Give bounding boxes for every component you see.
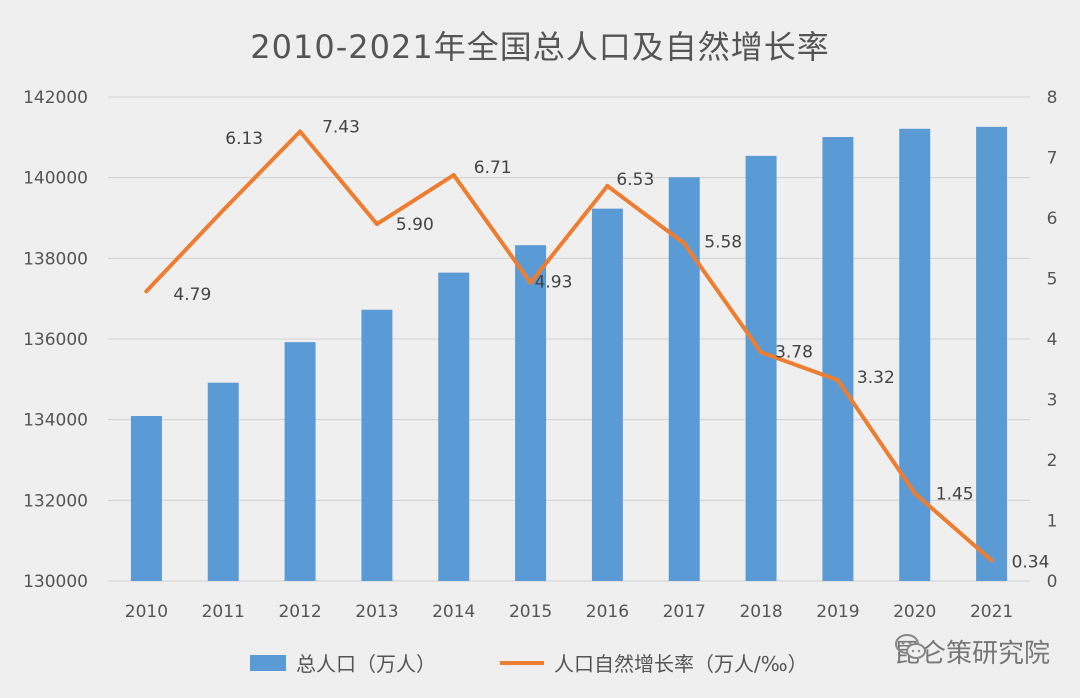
line-point — [298, 129, 303, 134]
y-right-tick-label: 2 — [1047, 451, 1058, 471]
y-left-tick-label: 138000 — [23, 249, 88, 269]
bar — [130, 415, 162, 581]
chart-svg: 1300001320001340001360001380001400001420… — [23, 88, 1058, 622]
line-point — [835, 378, 840, 383]
legend-item-growth-rate: 人口自然增长率（万人/‰） — [500, 648, 808, 677]
bar — [284, 342, 316, 581]
data-label: 6.53 — [616, 170, 654, 190]
data-label: 7.43 — [322, 117, 360, 137]
wechat-icon — [894, 634, 926, 659]
chart-title: 2010-2021年全国总人口及自然增长率 — [250, 28, 830, 66]
y-right-tick-label: 6 — [1047, 209, 1058, 229]
bar — [899, 128, 931, 582]
legend-item-population: 总人口（万人） — [250, 648, 436, 677]
legend-swatch-line — [500, 660, 544, 665]
y-left-tick-label: 140000 — [23, 169, 88, 189]
data-label: 5.58 — [704, 232, 742, 252]
line-point — [912, 491, 917, 496]
line-point — [605, 183, 610, 188]
line-point — [528, 280, 533, 285]
data-label: 5.90 — [396, 215, 434, 235]
data-label: 6.13 — [225, 129, 263, 149]
line-series — [144, 129, 994, 563]
watermark: 昆仑策研究院 — [894, 633, 1050, 670]
data-label: 4.93 — [535, 273, 573, 293]
legend-swatch-bar — [250, 654, 286, 671]
bar — [361, 309, 393, 581]
line-point — [682, 241, 687, 246]
bar — [822, 137, 854, 581]
x-tick-label: 2012 — [278, 602, 321, 622]
data-label: 3.32 — [857, 368, 895, 388]
x-tick-label: 2010 — [125, 602, 168, 622]
y-right-tick-label: 4 — [1047, 330, 1058, 350]
bar — [207, 382, 239, 581]
legend-label-population: 总人口（万人） — [296, 652, 436, 676]
y-right-tick-label: 1 — [1047, 512, 1058, 532]
y-left-tick-label: 134000 — [23, 411, 88, 431]
y-left-tick-label: 142000 — [23, 88, 88, 108]
y-right-tick-label: 7 — [1047, 149, 1058, 169]
data-label: 0.34 — [1012, 552, 1050, 572]
y-right-tick-label: 0 — [1047, 572, 1058, 592]
x-tick-label: 2018 — [739, 602, 782, 622]
bar — [515, 245, 547, 581]
x-tick-label: 2015 — [509, 602, 552, 622]
line-point — [221, 208, 226, 213]
x-tick-label: 2014 — [432, 602, 475, 622]
y-left-tick-label: 130000 — [23, 572, 88, 592]
x-tick-label: 2016 — [586, 602, 629, 622]
x-tick-label: 2020 — [893, 602, 936, 622]
bar — [591, 208, 623, 581]
data-label: 4.79 — [173, 285, 211, 305]
y-right-tick-label: 8 — [1047, 88, 1058, 108]
line-point — [374, 222, 379, 227]
x-tick-label: 2017 — [663, 602, 706, 622]
bar — [976, 126, 1008, 581]
line-point — [759, 350, 764, 355]
y-left-tick-label: 132000 — [23, 491, 88, 511]
line-point — [989, 558, 994, 563]
chart-legend: 总人口（万人） 人口自然增长率（万人/‰） — [0, 642, 1080, 682]
x-tick-label: 2019 — [816, 602, 859, 622]
line-point — [144, 289, 149, 294]
y-right-tick-label: 3 — [1047, 391, 1058, 411]
y-left-tick-label: 136000 — [23, 330, 88, 350]
x-tick-label: 2021 — [970, 602, 1013, 622]
bar — [438, 272, 470, 581]
bar — [745, 155, 777, 582]
data-label: 6.71 — [474, 158, 512, 178]
x-tick-label: 2013 — [355, 602, 398, 622]
data-label: 1.45 — [936, 484, 974, 504]
y-right-tick-label: 5 — [1047, 270, 1058, 290]
line-point — [451, 173, 456, 178]
data-label: 3.78 — [775, 342, 813, 362]
x-tick-label: 2011 — [202, 602, 245, 622]
legend-label-growth-rate: 人口自然增长率（万人/‰） — [554, 652, 808, 676]
